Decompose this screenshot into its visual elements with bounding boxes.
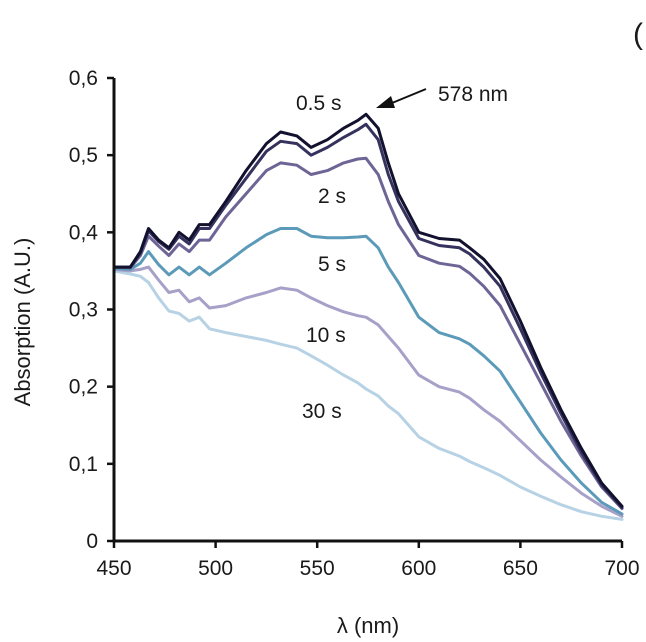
x-tick-label: 600	[401, 557, 436, 580]
y-tick-label: 0,2	[69, 376, 98, 399]
x-tick-label: 500	[198, 557, 233, 580]
series-line-5-s	[112, 227, 624, 516]
x-tick-label: 650	[503, 557, 538, 580]
y-tick-label: 0,4	[69, 221, 99, 244]
axes-layer	[112, 78, 622, 543]
y-tick-label: 0,3	[69, 299, 98, 322]
annotation-0-5s: 0.5 s	[296, 92, 342, 115]
y-axis-title: Absorption (A.U.)	[10, 238, 35, 407]
annotation-578nm: 578 nm	[438, 83, 508, 106]
series-line-30-s	[112, 269, 624, 521]
series-line-0-5-s	[112, 112, 624, 508]
y-tick-label: 0,1	[69, 453, 98, 476]
x-tick-label: 700	[604, 557, 639, 580]
series-line-1-s	[112, 122, 624, 510]
series-layer	[112, 112, 624, 521]
peak-arrow-shaft	[391, 88, 427, 104]
y-tick-label: 0,5	[69, 144, 98, 167]
series-line-10-s	[112, 265, 624, 518]
x-tick-label: 550	[300, 557, 335, 580]
annotation-10s: 10 s	[306, 324, 346, 347]
annotation-5s: 5 s	[318, 253, 346, 276]
panel-corner-mark: (	[633, 18, 643, 51]
peak-arrow	[376, 88, 427, 108]
y-tick-label: 0,6	[69, 67, 98, 90]
annotation-2s: 2 s	[318, 185, 346, 208]
peak-arrow-head	[376, 96, 395, 108]
x-tick-label: 450	[96, 557, 131, 580]
series-line-2-s	[112, 156, 624, 511]
y-tick-label: 0	[86, 530, 98, 553]
annotation-30s: 30 s	[302, 400, 342, 423]
x-axis-title: λ (nm)	[337, 613, 399, 638]
ticks-layer: 0 0,1 0,2 0,3 0,4 0,5 0,6 450 500 550 600 650 700	[69, 67, 640, 580]
